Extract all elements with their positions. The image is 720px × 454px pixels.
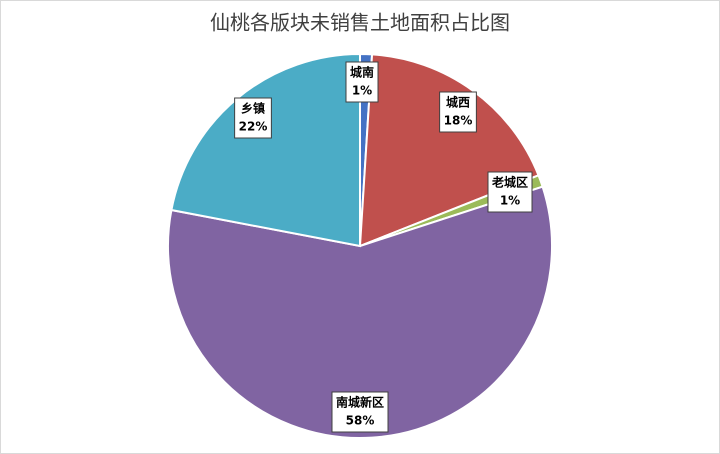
data-label: 乡镇 22% <box>234 97 272 139</box>
category-label: 城西 <box>446 95 470 110</box>
data-label: 城南 1% <box>345 61 379 103</box>
data-label: 老城区 1% <box>487 171 533 213</box>
category-label: 乡镇 <box>241 101 265 116</box>
label-box <box>487 171 533 213</box>
data-label: 南城新区 58% <box>331 391 389 433</box>
label-box <box>439 91 477 133</box>
value-label: 18% <box>444 114 473 128</box>
pie-slice <box>167 185 553 439</box>
category-label: 城南 <box>350 65 374 80</box>
category-label: 南城新区 <box>336 395 384 410</box>
category-label: 老城区 <box>492 175 528 190</box>
value-label: 1% <box>500 194 520 208</box>
chart-title: 仙桃各版块未销售土地面积占比图 <box>210 11 510 35</box>
label-box <box>234 97 272 139</box>
pie-slice <box>358 53 540 248</box>
data-label: 城西 18% <box>439 91 477 133</box>
value-label: 22% <box>239 120 268 134</box>
value-label: 1% <box>352 84 372 98</box>
label-box <box>345 61 379 103</box>
label-box <box>331 391 389 433</box>
value-label: 58% <box>346 414 375 428</box>
